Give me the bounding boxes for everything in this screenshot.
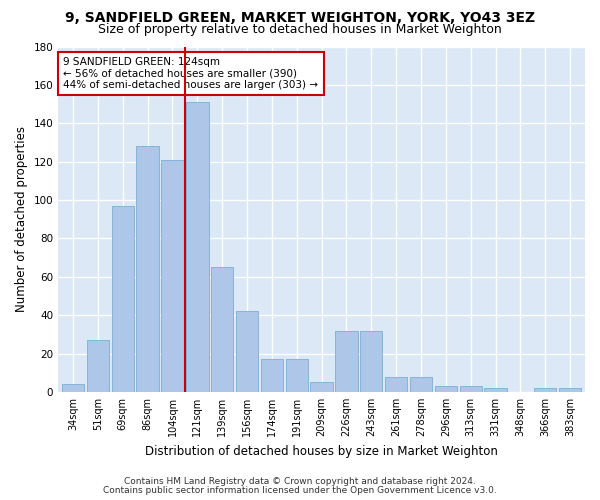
Bar [62, 384, 84, 392]
Bar [534, 388, 556, 392]
Text: Contains HM Land Registry data © Crown copyright and database right 2024.: Contains HM Land Registry data © Crown c… [124, 477, 476, 486]
Bar [360, 330, 382, 392]
Bar [335, 330, 358, 392]
Bar [460, 386, 482, 392]
Text: 9 SANDFIELD GREEN: 124sqm
← 56% of detached houses are smaller (390)
44% of semi: 9 SANDFIELD GREEN: 124sqm ← 56% of detac… [64, 57, 319, 90]
Text: Contains public sector information licensed under the Open Government Licence v3: Contains public sector information licen… [103, 486, 497, 495]
Bar [112, 206, 134, 392]
Bar [211, 267, 233, 392]
Text: Size of property relative to detached houses in Market Weighton: Size of property relative to detached ho… [98, 22, 502, 36]
Bar [559, 388, 581, 392]
Bar [136, 146, 159, 392]
Bar [310, 382, 333, 392]
Bar [260, 360, 283, 392]
Bar [87, 340, 109, 392]
Bar [410, 376, 432, 392]
Bar [286, 360, 308, 392]
Bar [161, 160, 184, 392]
Bar [385, 376, 407, 392]
Y-axis label: Number of detached properties: Number of detached properties [15, 126, 28, 312]
X-axis label: Distribution of detached houses by size in Market Weighton: Distribution of detached houses by size … [145, 444, 498, 458]
Bar [236, 312, 258, 392]
Text: 9, SANDFIELD GREEN, MARKET WEIGHTON, YORK, YO43 3EZ: 9, SANDFIELD GREEN, MARKET WEIGHTON, YOR… [65, 11, 535, 25]
Bar [434, 386, 457, 392]
Bar [484, 388, 507, 392]
Bar [186, 102, 209, 392]
